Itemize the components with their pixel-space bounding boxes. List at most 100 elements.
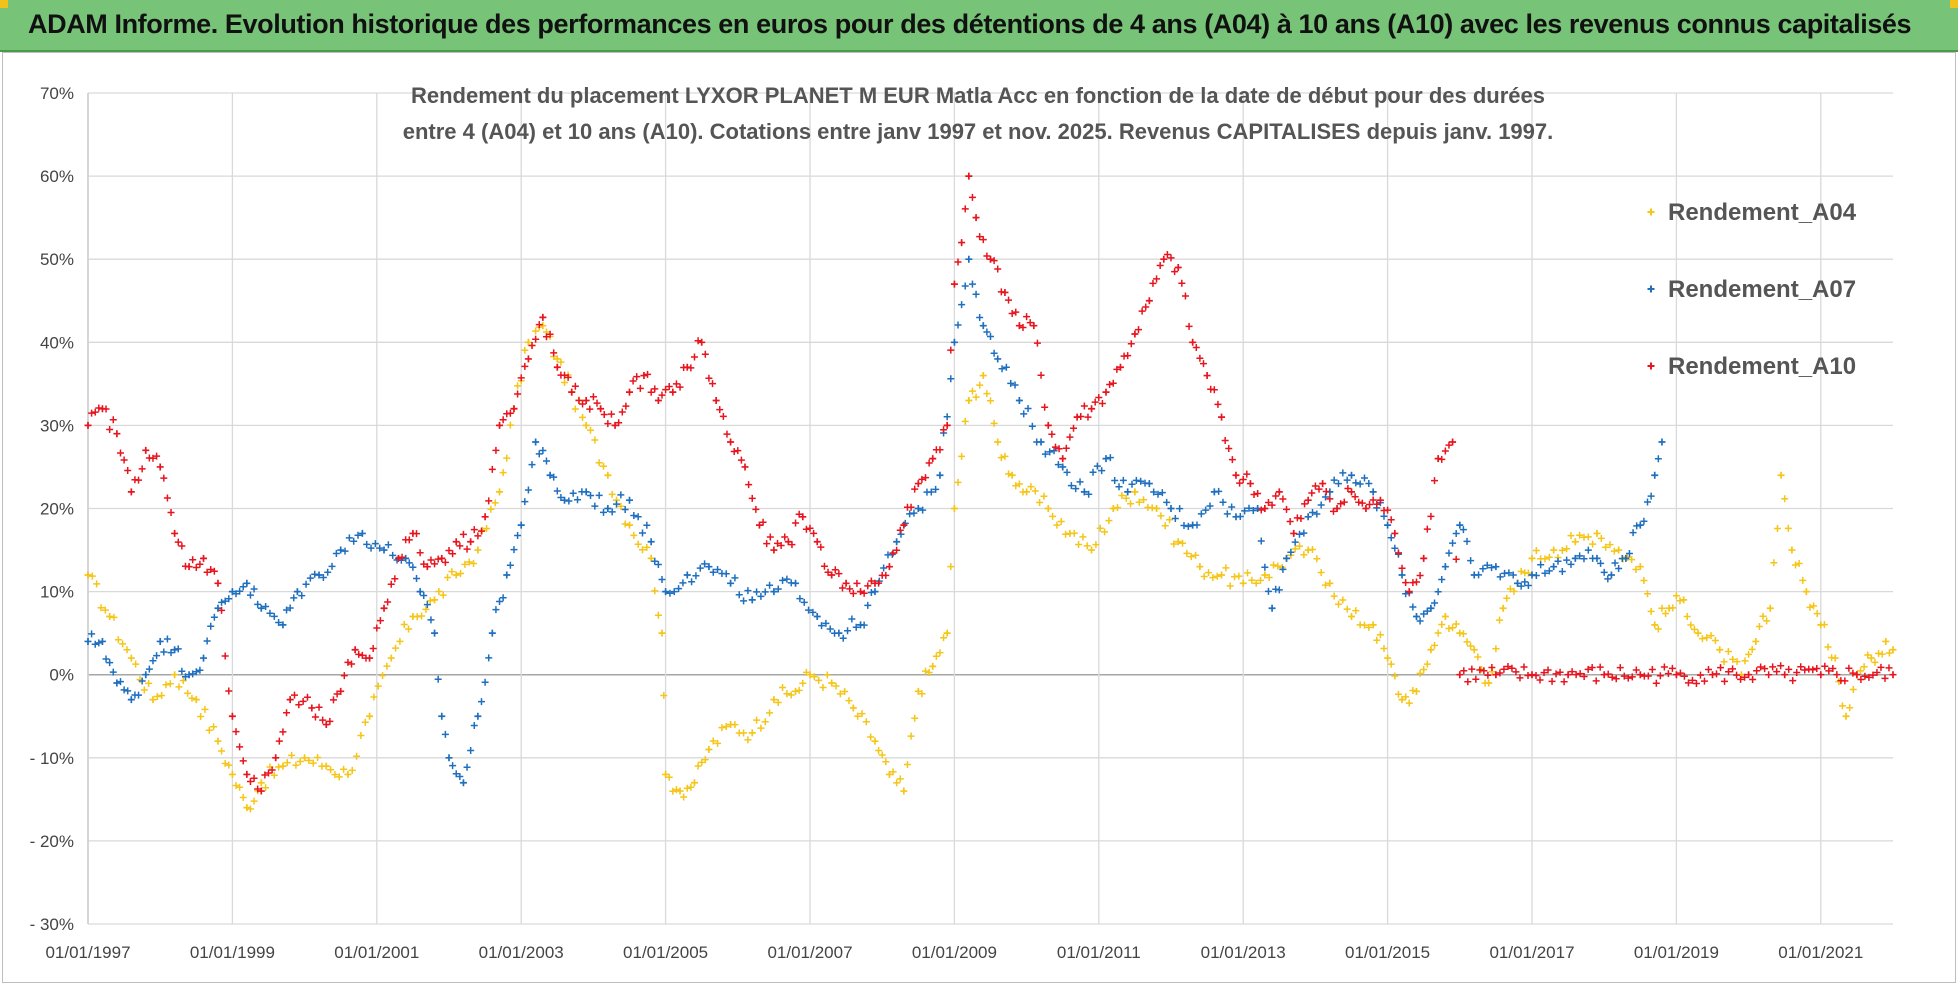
series-mark	[1358, 499, 1366, 507]
series-mark	[972, 290, 980, 298]
series-mark	[1464, 678, 1472, 686]
series-mark	[550, 473, 558, 481]
data-point	[770, 588, 778, 596]
data-point	[156, 637, 164, 645]
series-mark	[532, 335, 540, 343]
series-mark	[510, 546, 518, 554]
legend-label: Rendement_A04	[1668, 199, 1857, 226]
series-mark	[405, 625, 413, 633]
series-mark	[119, 640, 127, 648]
series-mark	[441, 730, 449, 738]
series-mark	[1857, 675, 1865, 683]
data-point	[243, 804, 251, 812]
data-point	[1037, 438, 1045, 446]
series-mark	[1031, 487, 1039, 495]
series-mark	[1488, 564, 1496, 572]
series-mark	[488, 465, 496, 473]
series-mark	[1300, 529, 1308, 537]
series-mark	[1365, 623, 1373, 631]
series-mark	[1632, 666, 1640, 674]
series-mark	[367, 544, 375, 552]
series-mark	[376, 617, 384, 625]
series-mark	[1135, 326, 1143, 334]
series-mark	[672, 786, 680, 794]
chart-frame	[2, 52, 1956, 983]
series-mark	[810, 673, 818, 681]
series-mark	[1864, 651, 1872, 659]
data-point	[1817, 671, 1825, 679]
data-point	[1777, 471, 1785, 479]
series-mark	[1541, 569, 1549, 577]
data-point	[929, 455, 937, 463]
series-mark	[1532, 671, 1540, 679]
series-mark	[722, 570, 730, 578]
series-mark	[384, 598, 392, 606]
series-mark	[666, 589, 674, 597]
series-mark	[845, 697, 853, 705]
series-mark	[1615, 564, 1623, 572]
data-point	[1571, 554, 1579, 562]
series-mark	[796, 595, 804, 603]
data-point	[1593, 529, 1601, 537]
data-point	[200, 554, 208, 562]
series-mark	[1092, 541, 1100, 549]
series-mark	[634, 513, 642, 521]
series-mark	[1291, 545, 1299, 553]
series-mark	[1628, 556, 1636, 564]
data-point	[171, 529, 179, 537]
series-mark	[987, 333, 994, 341]
series-mark	[990, 419, 998, 427]
data-point	[387, 654, 395, 662]
series-mark	[1761, 665, 1769, 673]
series-mark	[413, 530, 421, 538]
series-mark	[1322, 488, 1330, 496]
series-mark	[305, 756, 313, 764]
series-mark	[1128, 480, 1136, 488]
series-mark	[1644, 498, 1652, 506]
series-mark	[911, 485, 919, 493]
series-mark	[1196, 354, 1204, 362]
series-mark	[427, 556, 435, 564]
series-mark	[1062, 444, 1070, 452]
series-mark	[1510, 587, 1518, 595]
series-mark	[1763, 617, 1771, 625]
series-mark	[106, 659, 114, 667]
series-mark	[335, 773, 343, 781]
data-point	[1304, 496, 1312, 504]
series-mark	[1488, 664, 1496, 672]
series-mark	[1690, 625, 1698, 633]
data-point	[1008, 471, 1016, 479]
series-mark	[1871, 658, 1879, 666]
data-point	[171, 671, 179, 679]
series-mark	[882, 758, 890, 766]
data-point	[171, 646, 179, 654]
series-mark	[943, 413, 951, 421]
series-mark	[774, 698, 782, 706]
series-mark	[766, 709, 774, 717]
series-mark	[1438, 621, 1446, 629]
series-mark	[1178, 279, 1186, 287]
series-mark	[1669, 604, 1677, 612]
series-mark	[409, 563, 417, 571]
series-mark	[968, 193, 976, 201]
series-mark	[275, 619, 283, 626]
series-mark	[160, 474, 168, 482]
series-mark	[188, 694, 196, 702]
series-mark	[1315, 485, 1323, 493]
series-mark	[236, 587, 244, 595]
series-mark	[1711, 637, 1719, 645]
series-mark	[922, 474, 930, 482]
series-mark	[1662, 610, 1670, 618]
series-mark	[1881, 674, 1889, 682]
series-mark	[290, 594, 298, 602]
data-point	[658, 629, 666, 637]
series-mark	[1279, 495, 1287, 503]
series-mark	[1745, 650, 1753, 658]
series-mark	[1093, 462, 1101, 470]
series-mark	[680, 793, 688, 801]
series-mark	[254, 600, 262, 608]
data-point	[337, 546, 345, 554]
data-point	[243, 579, 251, 587]
series-mark	[1033, 339, 1041, 347]
series-mark	[961, 417, 969, 425]
